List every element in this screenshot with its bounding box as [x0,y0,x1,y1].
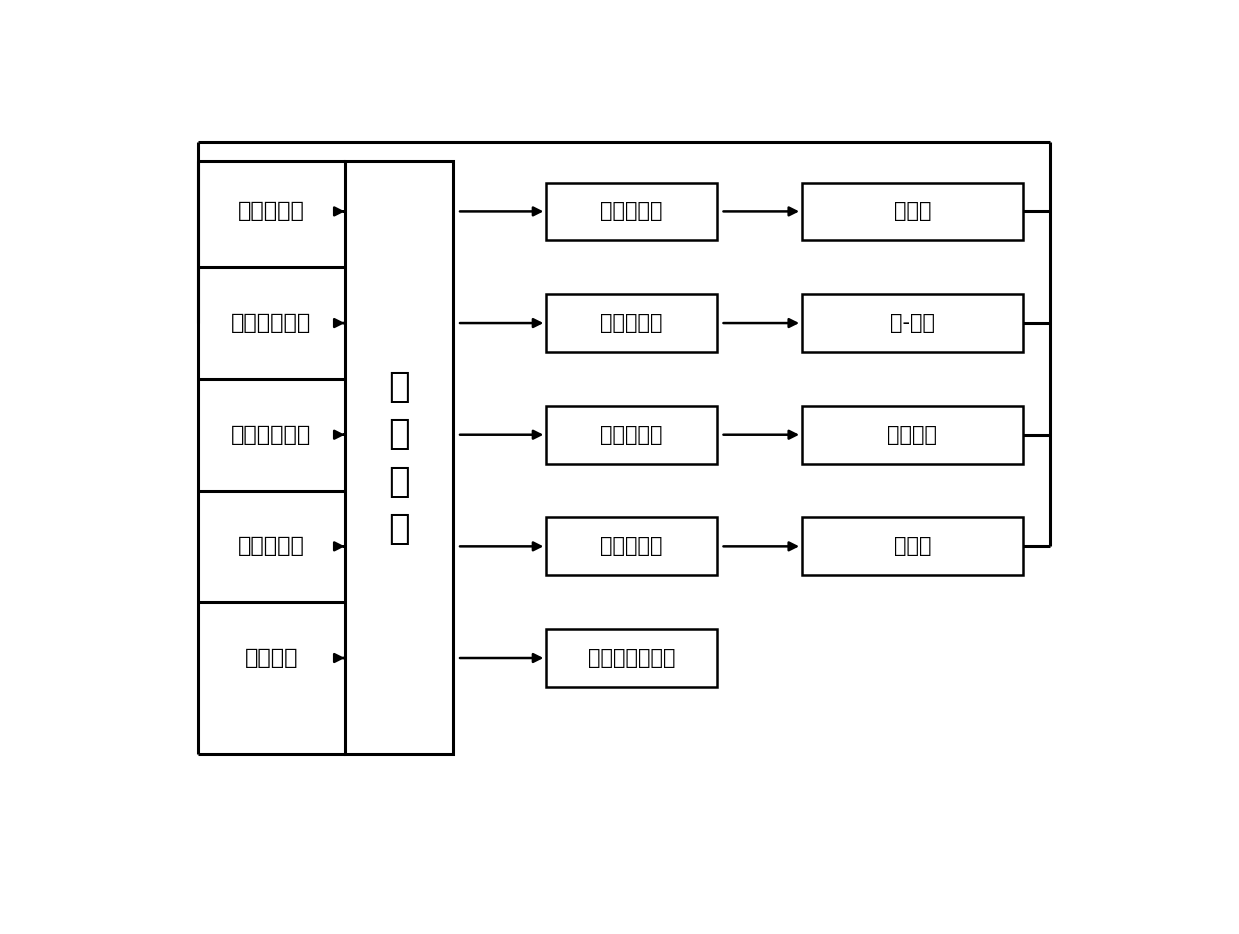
Bar [546,630,716,686]
Text: 泵-马达: 泵-马达 [890,313,935,333]
Bar [802,294,1023,352]
Text: 蓄电池电压: 蓄电池电压 [238,202,305,221]
Text: 第一继电器: 第一继电器 [600,202,663,221]
Text: 超级电容电压: 超级电容电压 [230,313,311,333]
Bar [802,406,1023,463]
Bar [546,517,716,575]
Bar [546,406,716,463]
Text: 第三继电器: 第三继电器 [600,425,663,445]
Text: 逆变器控制信号: 逆变器控制信号 [587,648,675,668]
Text: 第四继电器: 第四继电器 [600,536,663,557]
Text: 第二继电器: 第二继电器 [600,313,663,333]
Text: 液压油流量: 液压油流量 [238,536,305,557]
Bar [546,294,716,352]
Text: 蓄电池: 蓄电池 [893,536,932,557]
Bar [546,182,716,240]
Text: 总
控
装
置: 总 控 装 置 [388,370,410,546]
Text: 蓄能器: 蓄能器 [893,202,932,221]
Text: 操纵信号: 操纵信号 [244,648,297,668]
Text: 超级电容: 超级电容 [887,425,938,445]
Bar [344,162,453,755]
Text: 负载压力信号: 负载压力信号 [230,425,311,445]
Bar [802,182,1023,240]
Bar [802,517,1023,575]
